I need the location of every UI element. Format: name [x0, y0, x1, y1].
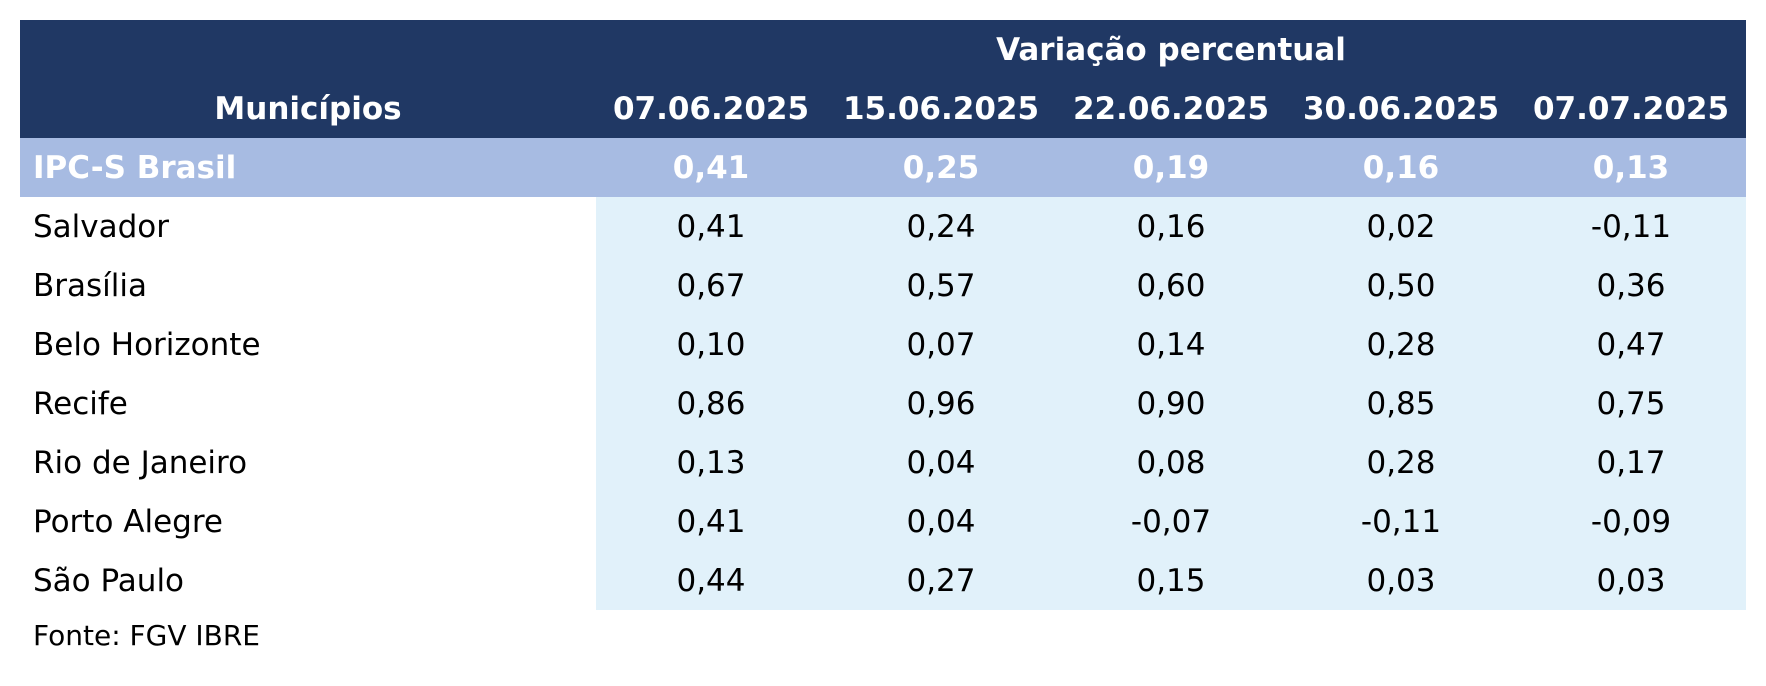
value-cell: 0,50 — [1286, 256, 1516, 315]
header-group-row: Variação percentual — [20, 20, 1746, 79]
summary-row-name: IPC-S Brasil — [20, 138, 596, 197]
value-cell: 0,57 — [826, 256, 1056, 315]
value-cell: 0,90 — [1056, 374, 1286, 433]
value-cell: 0,04 — [826, 492, 1056, 551]
table-row: São Paulo 0,44 0,27 0,15 0,03 0,03 — [20, 551, 1746, 610]
value-cell: 0,17 — [1516, 433, 1746, 492]
value-cell: 0,86 — [596, 374, 826, 433]
header-blank-cell — [20, 20, 596, 79]
municipality-name-cell: Porto Alegre — [20, 492, 596, 551]
value-cell: 0,13 — [596, 433, 826, 492]
value-cell: 0,41 — [596, 492, 826, 551]
column-header: 07.06.2025 — [596, 79, 826, 138]
data-table: Variação percentual Municípios 07.06.202… — [20, 20, 1746, 610]
value-cell: 0,47 — [1516, 315, 1746, 374]
column-header: 07.07.2025 — [1516, 79, 1746, 138]
column-header: 30.06.2025 — [1286, 79, 1516, 138]
value-cell: 0,60 — [1056, 256, 1286, 315]
value-cell: 0,03 — [1286, 551, 1516, 610]
column-header: 22.06.2025 — [1056, 79, 1286, 138]
value-cell: 0,96 — [826, 374, 1056, 433]
value-cell: 0,44 — [596, 551, 826, 610]
municipality-name-cell: Salvador — [20, 197, 596, 256]
value-cell: -0,11 — [1286, 492, 1516, 551]
table-row: Rio de Janeiro 0,13 0,04 0,08 0,28 0,17 — [20, 433, 1746, 492]
summary-row: IPC-S Brasil 0,41 0,25 0,19 0,16 0,13 — [20, 138, 1746, 197]
column-header: 15.06.2025 — [826, 79, 1056, 138]
value-cell: 0,75 — [1516, 374, 1746, 433]
value-cell: 0,10 — [596, 315, 826, 374]
municipality-name-cell: Brasília — [20, 256, 596, 315]
value-cell: 0,15 — [1056, 551, 1286, 610]
value-cell: 0,36 — [1516, 256, 1746, 315]
value-cell: 0,14 — [1056, 315, 1286, 374]
value-cell: -0,07 — [1056, 492, 1286, 551]
table-row: Porto Alegre 0,41 0,04 -0,07 -0,11 -0,09 — [20, 492, 1746, 551]
value-cell: -0,09 — [1516, 492, 1746, 551]
value-cell: 0,03 — [1516, 551, 1746, 610]
value-cell: 0,41 — [596, 197, 826, 256]
value-cell: 0,28 — [1286, 433, 1516, 492]
value-cell: 0,85 — [1286, 374, 1516, 433]
municipality-name-cell: Belo Horizonte — [20, 315, 596, 374]
value-cell: 0,24 — [826, 197, 1056, 256]
summary-value-cell: 0,41 — [596, 138, 826, 197]
value-cell: 0,02 — [1286, 197, 1516, 256]
table-body: IPC-S Brasil 0,41 0,25 0,19 0,16 0,13 Salvad… — [20, 138, 1746, 610]
table-container: Variação percentual Municípios 07.06.202… — [20, 20, 1746, 652]
value-cell: 0,07 — [826, 315, 1056, 374]
summary-value-cell: 0,16 — [1286, 138, 1516, 197]
value-cell: 0,28 — [1286, 315, 1516, 374]
value-cell: 0,04 — [826, 433, 1056, 492]
table-row: Salvador 0,41 0,24 0,16 0,02 -0,11 — [20, 197, 1746, 256]
summary-value-cell: 0,25 — [826, 138, 1056, 197]
summary-value-cell: 0,13 — [1516, 138, 1746, 197]
municipality-name-cell: Recife — [20, 374, 596, 433]
row-header-label: Municípios — [20, 79, 596, 138]
value-cell: 0,67 — [596, 256, 826, 315]
table-row: Recife 0,86 0,96 0,90 0,85 0,75 — [20, 374, 1746, 433]
value-cell: 0,08 — [1056, 433, 1286, 492]
value-cell: -0,11 — [1516, 197, 1746, 256]
table-row: Brasília 0,67 0,57 0,60 0,50 0,36 — [20, 256, 1746, 315]
municipality-name-cell: São Paulo — [20, 551, 596, 610]
column-header-row: Municípios 07.06.2025 15.06.2025 22.06.202… — [20, 79, 1746, 138]
value-cell: 0,27 — [826, 551, 1056, 610]
table-row: Belo Horizonte 0,10 0,07 0,14 0,28 0,47 — [20, 315, 1746, 374]
source-note: Fonte: FGV IBRE — [33, 619, 260, 652]
header-group-title: Variação percentual — [596, 20, 1746, 79]
value-cell: 0,16 — [1056, 197, 1286, 256]
summary-value-cell: 0,19 — [1056, 138, 1286, 197]
municipality-name-cell: Rio de Janeiro — [20, 433, 596, 492]
